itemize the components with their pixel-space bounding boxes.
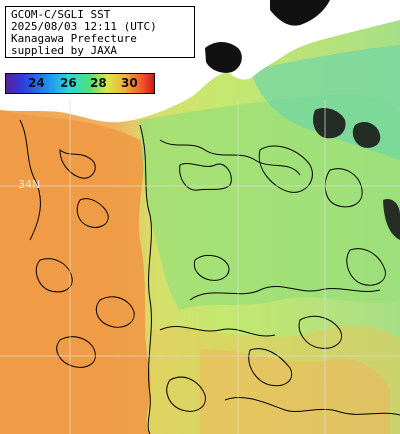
temperature-contours [19, 119, 400, 434]
info-region: Kanagawa Prefecture [11, 32, 137, 45]
temperature-colorbar: 24 26 28 30 [5, 73, 155, 94]
colorbar-tick-26: 26 [60, 76, 77, 90]
warm-water-region [0, 110, 152, 434]
graticule [0, 100, 400, 434]
colorbar-tick-30: 30 [121, 76, 138, 90]
info-box: GCOM-C/SGLI SST 2025/08/03 12:11 (UTC) K… [5, 6, 195, 58]
info-credit: supplied by JAXA [11, 44, 117, 57]
dark-patch-2 [352, 121, 381, 148]
dark-patch-1 [313, 108, 346, 139]
latitude-label: 34N [18, 178, 41, 191]
info-datetime: 2025/08/03 12:11 (UTC) [11, 20, 157, 33]
dark-land-east [270, 0, 330, 26]
info-title: GCOM-C/SGLI SST [11, 8, 111, 21]
dark-patch-3 [383, 198, 400, 240]
dark-land-peninsula [205, 42, 242, 73]
colorbar-tick-28: 28 [90, 76, 107, 90]
colorbar-tick-24: 24 [28, 76, 45, 90]
